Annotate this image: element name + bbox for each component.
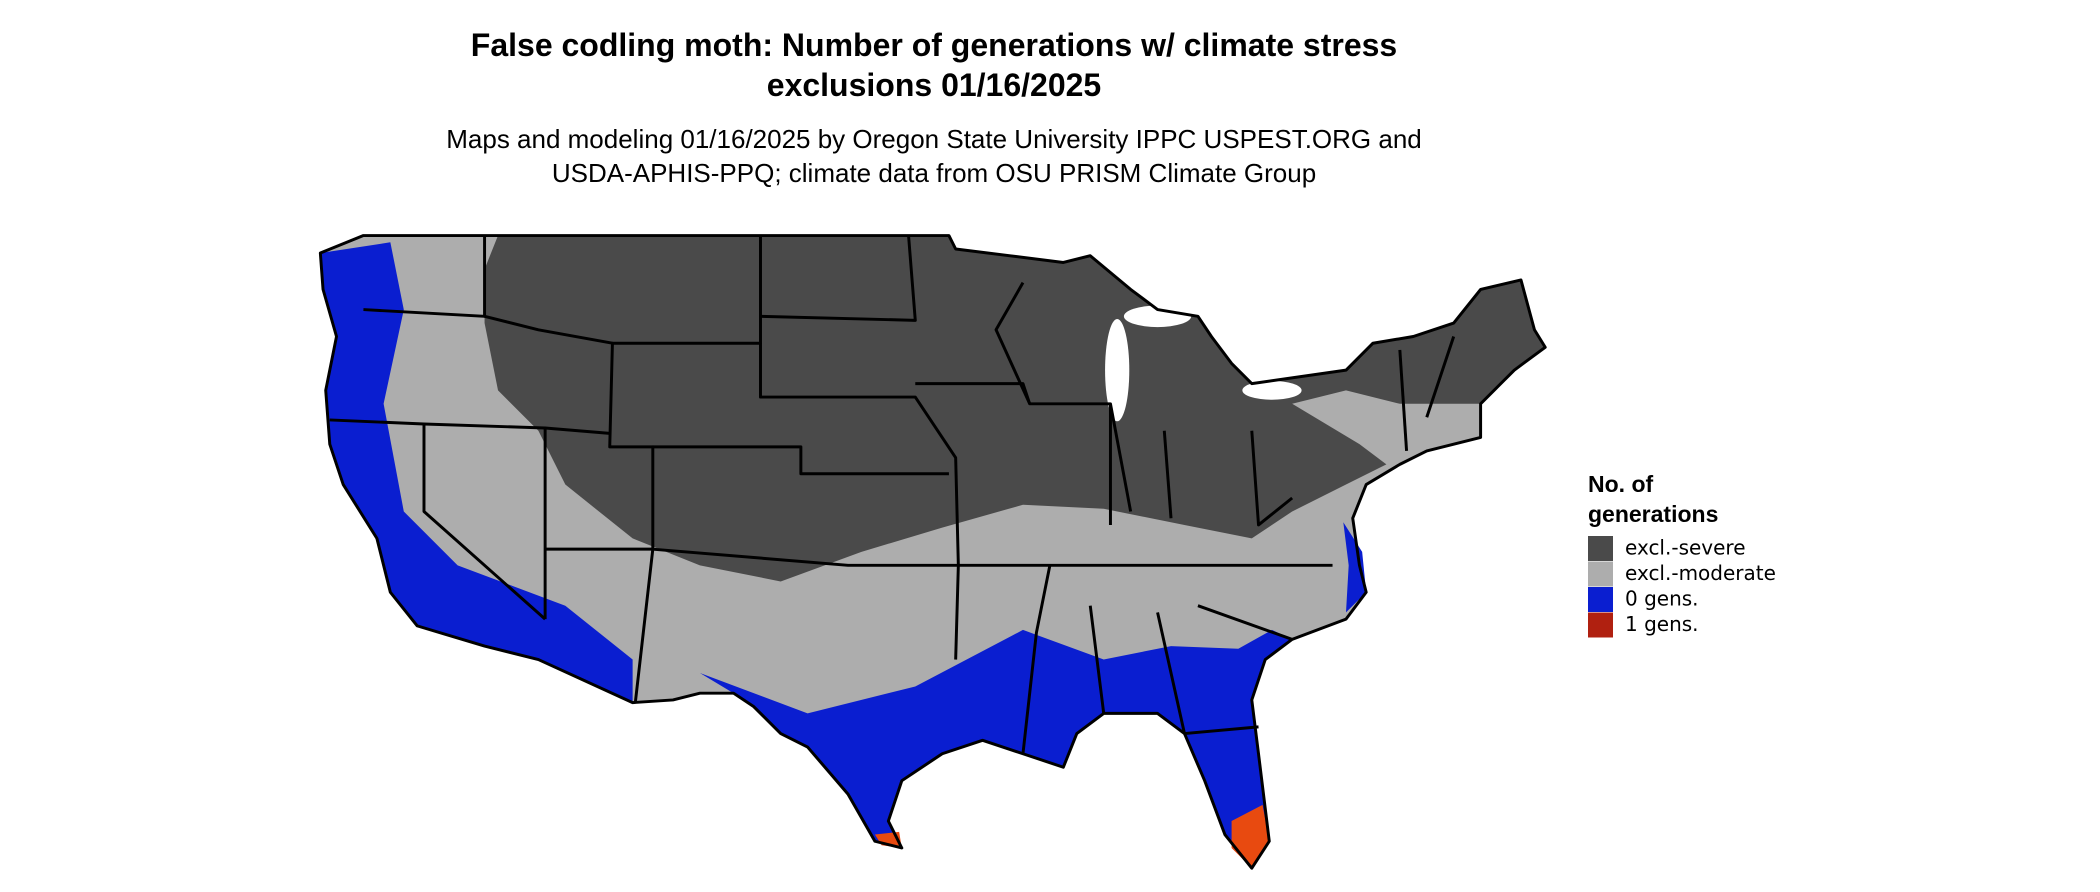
legend-swatch: [1588, 587, 1613, 612]
legend-swatch: [1588, 561, 1613, 587]
legend: No. of generations excl.-severeexcl.-mod…: [1588, 471, 1776, 638]
legend-label: excl.-severe: [1625, 536, 1746, 560]
legend-swatch: [1588, 536, 1613, 561]
lake: [1105, 319, 1130, 422]
legend-title: No. of: [1588, 471, 1653, 497]
map: [318, 234, 1547, 870]
land-zero: [1343, 522, 1367, 613]
land-severe: [484, 235, 1546, 582]
legend-label: excl.-moderate: [1625, 561, 1776, 585]
title-line: exclusions 01/16/2025: [767, 67, 1101, 103]
legend-swatch: [1588, 612, 1613, 638]
land-zero: [320, 242, 633, 703]
lake: [1242, 380, 1302, 400]
subtitle-line: USDA-APHIS-PPQ; climate data from OSU PR…: [552, 158, 1316, 188]
legend-label: 0 gens.: [1625, 587, 1699, 611]
legend-label: 1 gens.: [1625, 612, 1699, 636]
title-line: False codling moth: Number of generation…: [471, 27, 1397, 63]
subtitle-line: Maps and modeling 01/16/2025 by Oregon S…: [446, 124, 1422, 154]
state-borders: [318, 234, 1547, 870]
legend-title: generations: [1588, 501, 1718, 527]
land-zero: [699, 629, 1293, 869]
